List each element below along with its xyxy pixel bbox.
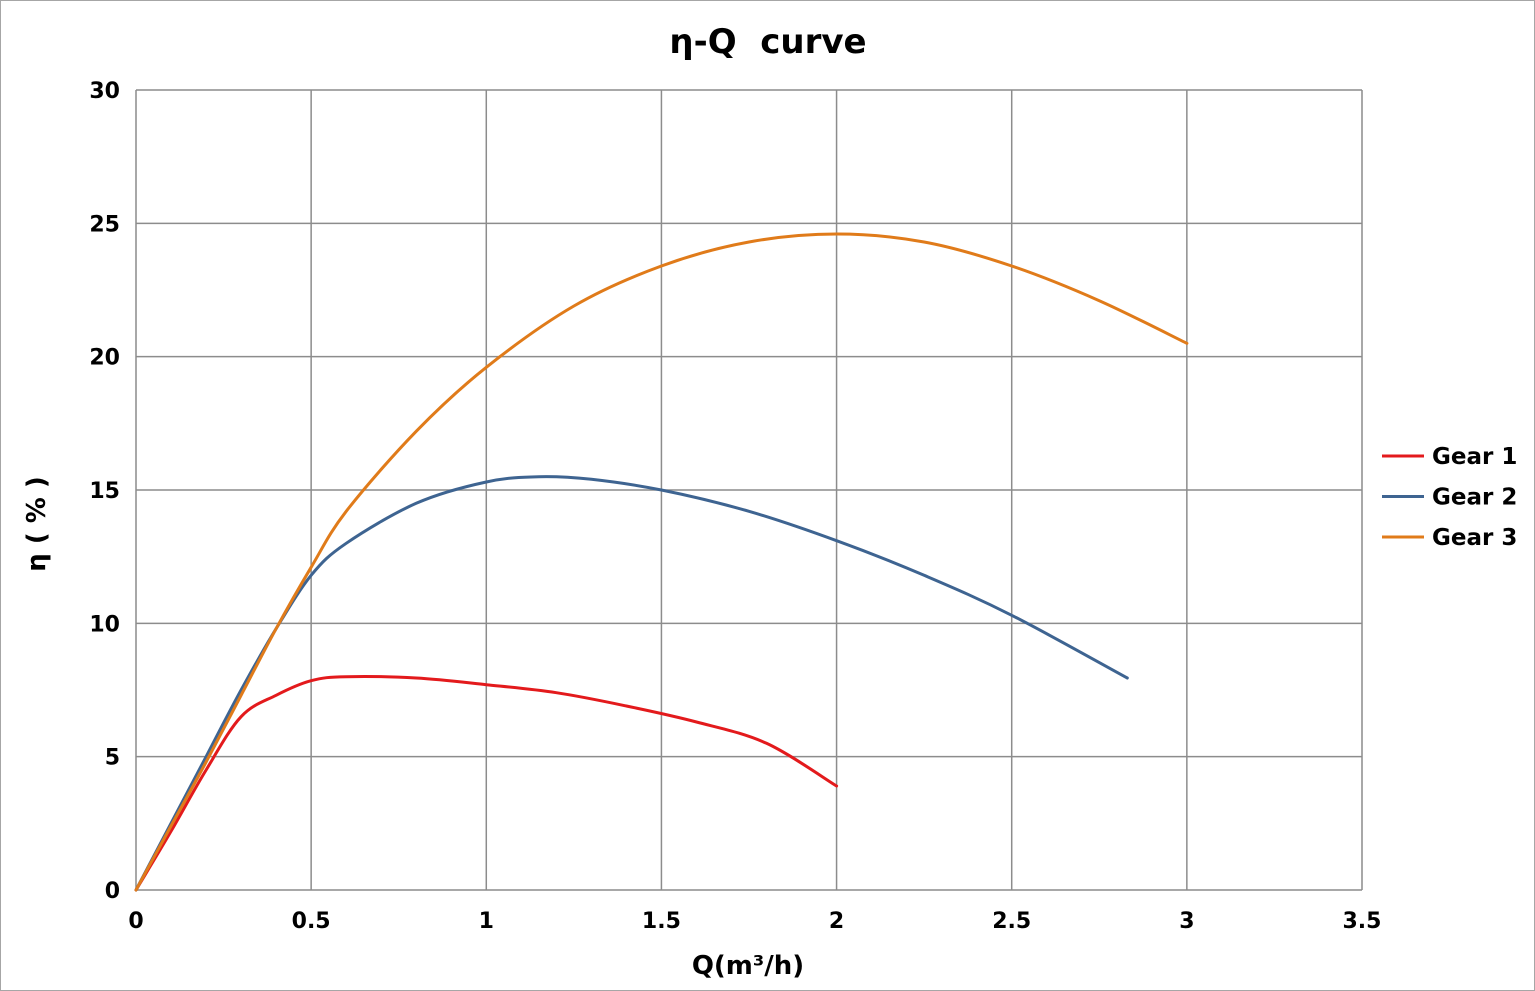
series-layer bbox=[134, 232, 1189, 892]
y-tick-label: 25 bbox=[89, 212, 120, 237]
x-tick-label: 2 bbox=[829, 909, 844, 934]
x-tick-label: 2.5 bbox=[992, 909, 1031, 934]
y-tick-label: 15 bbox=[89, 479, 120, 504]
x-tick-label: 1.5 bbox=[642, 909, 681, 934]
y-axis-label: η ( % ) bbox=[22, 476, 52, 571]
chart-title: η-Q curve bbox=[669, 22, 866, 62]
tick-layer: 0 0.5 1 1.5 2 2.5 3 3.5 0 5 10 15 20 25 30 bbox=[89, 79, 1381, 934]
y-tick-label: 10 bbox=[89, 612, 120, 637]
x-tick-label: 3.5 bbox=[1343, 909, 1382, 934]
series-line-gear-2 bbox=[134, 475, 1129, 892]
x-tick-label: 0 bbox=[128, 909, 143, 934]
grid-layer bbox=[135, 89, 1363, 891]
y-tick-label: 0 bbox=[105, 879, 120, 904]
x-tick-label: 3 bbox=[1179, 909, 1194, 934]
x-tick-label: 0.5 bbox=[292, 909, 331, 934]
x-tick-label: 1 bbox=[479, 909, 494, 934]
y-tick-label: 30 bbox=[89, 79, 120, 104]
x-axis-label: Q(m³/h) bbox=[692, 951, 804, 981]
legend-label-gear-2: Gear 2 bbox=[1432, 485, 1517, 511]
legend: Gear 1 Gear 2 Gear 3 bbox=[1382, 444, 1517, 551]
y-tick-label: 20 bbox=[89, 346, 120, 371]
legend-label-gear-1: Gear 1 bbox=[1432, 444, 1517, 470]
legend-label-gear-3: Gear 3 bbox=[1432, 525, 1517, 551]
y-tick-label: 5 bbox=[105, 746, 120, 771]
series-line-gear-1 bbox=[134, 675, 839, 892]
series-line-gear-3 bbox=[134, 232, 1189, 892]
